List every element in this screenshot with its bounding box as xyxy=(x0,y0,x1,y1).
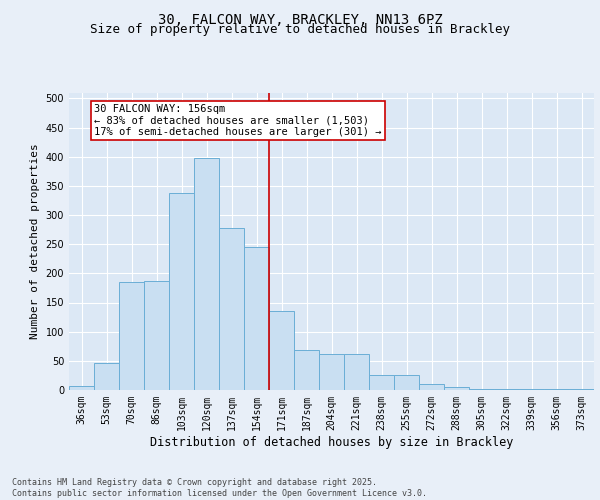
Bar xyxy=(419,384,444,390)
Bar xyxy=(544,389,569,390)
Bar xyxy=(344,354,369,390)
Bar xyxy=(469,389,494,390)
X-axis label: Distribution of detached houses by size in Brackley: Distribution of detached houses by size … xyxy=(150,436,513,448)
Text: 30 FALCON WAY: 156sqm
← 83% of detached houses are smaller (1,503)
17% of semi-d: 30 FALCON WAY: 156sqm ← 83% of detached … xyxy=(94,104,382,138)
Bar xyxy=(144,281,169,390)
Bar xyxy=(219,228,244,390)
Bar xyxy=(69,386,94,390)
Bar xyxy=(119,282,144,390)
Bar xyxy=(94,363,119,390)
Y-axis label: Number of detached properties: Number of detached properties xyxy=(30,144,40,339)
Text: Contains HM Land Registry data © Crown copyright and database right 2025.
Contai: Contains HM Land Registry data © Crown c… xyxy=(12,478,427,498)
Bar xyxy=(394,376,419,390)
Text: Size of property relative to detached houses in Brackley: Size of property relative to detached ho… xyxy=(90,24,510,36)
Bar xyxy=(244,247,269,390)
Bar xyxy=(444,387,469,390)
Bar xyxy=(194,158,219,390)
Text: 30, FALCON WAY, BRACKLEY, NN13 6PZ: 30, FALCON WAY, BRACKLEY, NN13 6PZ xyxy=(158,12,442,26)
Bar xyxy=(269,311,294,390)
Bar xyxy=(294,350,319,390)
Bar xyxy=(369,376,394,390)
Bar xyxy=(169,193,194,390)
Bar xyxy=(319,354,344,390)
